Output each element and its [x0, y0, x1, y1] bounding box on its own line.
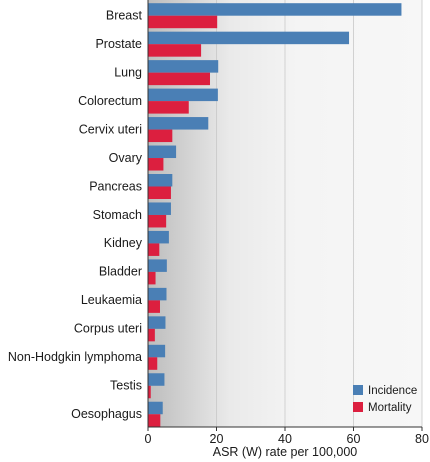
- legend-label-incidence: Incidence: [368, 385, 417, 397]
- bar-mortality: [148, 44, 202, 57]
- legend: Incidence Mortality: [353, 385, 417, 414]
- category-label: Stomach: [93, 208, 142, 222]
- bar-incidence: [148, 287, 167, 301]
- x-axis-ticks: 0 20 40 60 80: [145, 427, 429, 446]
- legend-label-mortality: Mortality: [368, 402, 412, 414]
- bar-mortality: [148, 414, 161, 427]
- bar-incidence: [148, 117, 209, 130]
- bar-mortality: [148, 214, 167, 228]
- category-label: Colorectum: [78, 94, 142, 108]
- category-label: Breast: [106, 8, 143, 22]
- category-label: Pancreas: [89, 179, 142, 193]
- x-tick-label: 0: [145, 432, 152, 446]
- bar-mortality: [148, 328, 155, 342]
- bar-incidence: [148, 60, 219, 73]
- bar-mortality: [148, 385, 151, 399]
- category-label: Oesophagus: [71, 407, 142, 421]
- category-labels: Breast Prostate Lung Colorectum Cervix uteri…: [8, 8, 143, 421]
- bar-incidence: [148, 316, 166, 329]
- category-label: Leukaemia: [81, 293, 142, 307]
- bar-incidence: [148, 145, 177, 159]
- bar-mortality: [148, 15, 218, 29]
- bar-incidence: [148, 88, 218, 102]
- bar-incidence: [148, 174, 173, 187]
- bar-incidence: [148, 373, 165, 386]
- bars-group: [148, 3, 402, 427]
- legend-swatch-incidence: [353, 385, 363, 395]
- bar-mortality: [148, 186, 171, 199]
- category-label: Bladder: [99, 265, 142, 279]
- bar-incidence: [148, 3, 402, 16]
- bar-incidence: [148, 401, 163, 415]
- x-tick-label: 80: [415, 432, 429, 446]
- bar-incidence: [148, 31, 350, 45]
- bar-incidence: [148, 202, 171, 215]
- category-label: Non-Hodgkin lymphoma: [8, 350, 142, 364]
- category-label: Corpus uteri: [74, 322, 142, 336]
- bar-mortality: [148, 72, 210, 86]
- x-tick-label: 20: [210, 432, 224, 446]
- bar-mortality: [148, 129, 173, 143]
- legend-swatch-mortality: [353, 402, 363, 412]
- category-label: Kidney: [104, 236, 143, 250]
- bar-mortality: [148, 158, 164, 171]
- x-tick-label: 40: [278, 432, 292, 446]
- bar-mortality: [148, 271, 156, 285]
- x-tick-label: 60: [347, 432, 361, 446]
- x-axis-title: ASR (W) rate per 100,000: [213, 445, 358, 459]
- category-label: Ovary: [109, 151, 143, 165]
- category-label: Lung: [114, 65, 142, 79]
- category-label: Cervix uteri: [79, 122, 142, 136]
- bar-mortality: [148, 101, 189, 114]
- bar-mortality: [148, 357, 158, 370]
- bar-mortality: [148, 300, 160, 313]
- bar-mortality: [148, 243, 160, 256]
- category-label: Prostate: [95, 37, 142, 51]
- bar-incidence: [148, 230, 169, 244]
- bar-incidence: [148, 259, 167, 272]
- category-label: Testis: [110, 379, 142, 393]
- bar-incidence: [148, 344, 166, 358]
